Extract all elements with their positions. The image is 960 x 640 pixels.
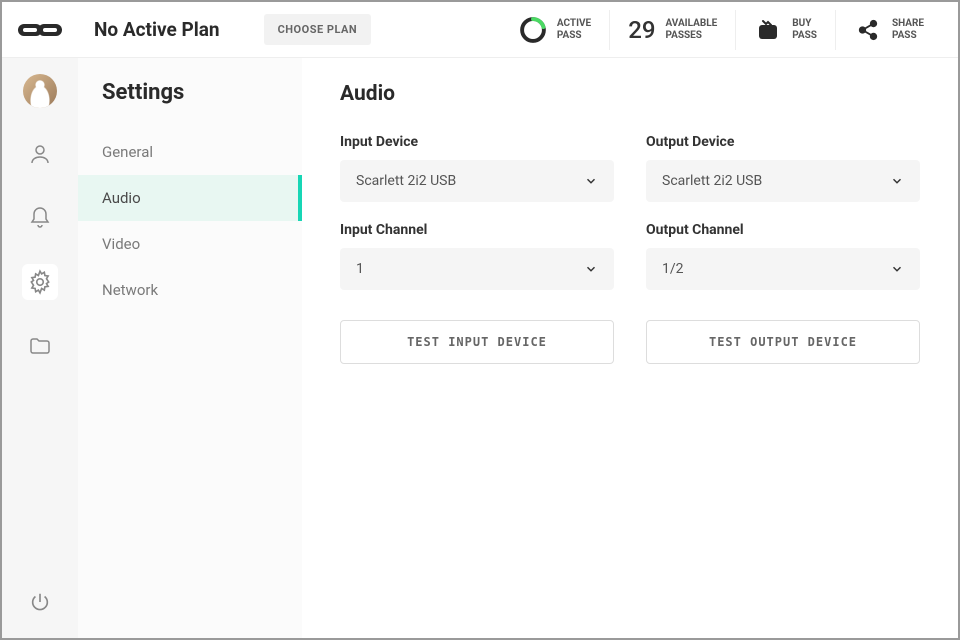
chevron-down-icon — [584, 174, 598, 188]
app-logo — [18, 18, 62, 42]
input-device-value: Scarlett 2i2 USB — [356, 173, 456, 189]
input-device-field: Input Device Scarlett 2i2 USB — [340, 134, 614, 202]
choose-plan-button[interactable]: CHOOSE PLAN — [264, 14, 372, 45]
rail-settings-icon[interactable] — [22, 264, 58, 300]
input-device-label: Input Device — [340, 134, 614, 150]
top-bar: No Active Plan CHOOSE PLAN ACTIVEPASS 29… — [2, 2, 958, 58]
chevron-down-icon — [890, 174, 904, 188]
avatar[interactable] — [23, 74, 57, 108]
nav-item-general[interactable]: General — [78, 129, 302, 175]
active-pass-stat[interactable]: ACTIVEPASS — [501, 10, 609, 50]
output-channel-label: Output Channel — [646, 222, 920, 238]
available-count: 29 — [628, 16, 655, 44]
output-channel-field: Output Channel 1/2 — [646, 222, 920, 290]
test-output-button[interactable]: TEST OUTPUT DEVICE — [646, 320, 920, 364]
input-channel-value: 1 — [356, 261, 364, 277]
input-device-select[interactable]: Scarlett 2i2 USB — [340, 160, 614, 202]
output-channel-value: 1/2 — [662, 261, 684, 277]
input-channel-field: Input Channel 1 — [340, 222, 614, 290]
share-icon — [854, 16, 882, 44]
output-device-label: Output Device — [646, 134, 920, 150]
buy-pass-stat[interactable]: BUYPASS — [735, 10, 835, 50]
nav-item-network[interactable]: Network — [78, 267, 302, 313]
output-device-field: Output Device Scarlett 2i2 USB — [646, 134, 920, 202]
rail-folder-icon[interactable] — [22, 328, 58, 364]
rail-bell-icon[interactable] — [22, 200, 58, 236]
available-passes-label: AVAILABLEPASSES — [665, 18, 717, 42]
settings-sidebar: Settings General Audio Video Network — [78, 58, 302, 638]
share-pass-stat[interactable]: SHAREPASS — [835, 10, 942, 50]
input-channel-select[interactable]: 1 — [340, 248, 614, 290]
available-passes-stat[interactable]: 29 AVAILABLEPASSES — [609, 10, 735, 50]
main-panel: Audio Input Device Scarlett 2i2 USB Outp… — [302, 58, 958, 638]
sidebar-title: Settings — [78, 80, 302, 129]
top-stats: ACTIVEPASS 29 AVAILABLEPASSES BUYPASS SH… — [501, 2, 942, 57]
buy-pass-label: BUYPASS — [792, 18, 817, 42]
test-input-button[interactable]: TEST INPUT DEVICE — [340, 320, 614, 364]
plan-title: No Active Plan — [94, 18, 220, 41]
share-pass-label: SHAREPASS — [892, 18, 924, 42]
rail-profile-icon[interactable] — [22, 136, 58, 172]
tv-icon — [754, 16, 782, 44]
left-rail — [2, 58, 78, 638]
active-pass-label: ACTIVEPASS — [557, 18, 591, 42]
rail-power-icon[interactable] — [22, 584, 58, 620]
output-device-value: Scarlett 2i2 USB — [662, 173, 762, 189]
nav-item-audio[interactable]: Audio — [78, 175, 302, 221]
input-channel-label: Input Channel — [340, 222, 614, 238]
output-device-select[interactable]: Scarlett 2i2 USB — [646, 160, 920, 202]
page-title: Audio — [340, 82, 920, 106]
progress-ring-icon — [519, 16, 547, 44]
output-channel-select[interactable]: 1/2 — [646, 248, 920, 290]
chevron-down-icon — [584, 262, 598, 276]
nav-item-video[interactable]: Video — [78, 221, 302, 267]
chevron-down-icon — [890, 262, 904, 276]
